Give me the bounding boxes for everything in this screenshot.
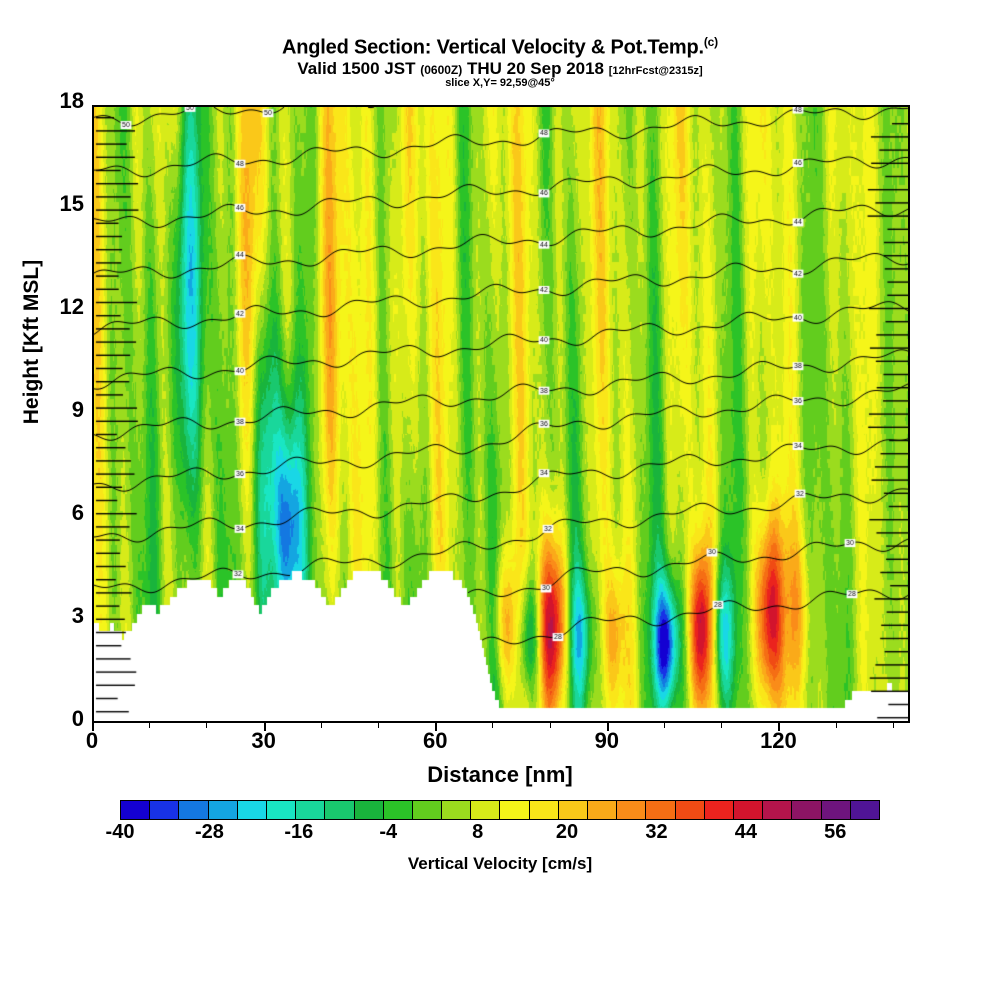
- colorbar-swatch: [412, 801, 443, 819]
- valid-zulu: (0600Z): [420, 63, 463, 77]
- x-tick-label: 0: [85, 728, 99, 753]
- x-axis-label: Distance [nm]: [427, 762, 573, 787]
- valid-date: THU 20 Sep 2018: [467, 59, 605, 78]
- colorbar-swatch: [792, 801, 822, 819]
- x-tick-minor: [320, 723, 322, 728]
- colorbar-swatch: [237, 801, 267, 819]
- x-tick-label: 30: [251, 728, 276, 753]
- colorbar-swatch: [588, 801, 618, 819]
- colorbar-swatch: [442, 801, 472, 819]
- colorbar-swatch: [179, 801, 209, 819]
- copyright-mark: (c): [703, 35, 718, 49]
- y-tick-label: 9: [71, 397, 84, 422]
- colorbar-swatch: [325, 801, 355, 819]
- colorbar-tick-label: 20: [555, 821, 579, 843]
- colorbar-tick-label: 44: [734, 821, 757, 843]
- slice-annotation: slice X,Y= 92,59@45°: [445, 77, 555, 89]
- colorbar-swatch: [471, 801, 501, 819]
- y-tick-label: 18: [59, 88, 84, 113]
- colorbar-group: -40 -28 -16 -4 8 20 32 44 56 Vertical Velocity […: [0, 800, 1000, 874]
- x-tick-minor: [835, 723, 837, 728]
- colorbar-swatch: [733, 801, 764, 819]
- colorbar-tick-label: -40: [105, 821, 135, 843]
- x-tick-minor: [664, 723, 666, 728]
- colorbar-swatch: [266, 801, 297, 819]
- y-axis: 0 3 6 9 12 15 18: [20, 0, 84, 1000]
- colorbar-swatch: [383, 801, 413, 819]
- colorbar-swatch: [354, 801, 384, 819]
- chart-title-text: Angled Section: Vertical Velocity & Pot.…: [282, 36, 704, 59]
- colorbar-tick-label: -4: [379, 821, 398, 843]
- colorbar: [120, 800, 880, 820]
- colorbar-swatch: [296, 801, 326, 819]
- y-tick-label: 12: [59, 294, 84, 319]
- plot-area: [92, 105, 910, 723]
- colorbar-swatch: [704, 801, 734, 819]
- x-tick-minor: [549, 723, 551, 728]
- valid-time: Valid 1500 JST: [297, 59, 416, 78]
- x-tick-minor: [378, 723, 379, 728]
- colorbar-swatch: [150, 801, 180, 819]
- colorbar-swatch: [850, 801, 879, 819]
- colorbar-caption: Vertical Velocity [cm/s]: [407, 854, 593, 873]
- vertical-velocity-field: [94, 107, 908, 721]
- x-tick-label: 120: [760, 728, 797, 753]
- y-axis-label: Height [Kft MSL]: [20, 259, 43, 425]
- x-tick-minor: [892, 723, 894, 728]
- colorbar-ticks: -40 -28 -16 -4 8 20 32 44 56: [106, 820, 880, 850]
- x-tick-mark: [435, 723, 438, 731]
- x-tick-label: 60: [422, 728, 448, 753]
- y-tick-label: 0: [71, 706, 84, 731]
- colorbar-swatch: [529, 801, 559, 819]
- colorbar-swatch: [763, 801, 793, 819]
- colorbar-swatch: [208, 801, 238, 819]
- x-tick-minor: [721, 723, 723, 728]
- colorbar-swatch: [675, 801, 705, 819]
- x-tick-minor: [149, 723, 151, 728]
- y-tick-label: 15: [59, 191, 84, 216]
- chart-title: Angled Section: Vertical Velocity & Pot.…: [0, 36, 1000, 58]
- colorbar-tick-label: 32: [645, 821, 668, 843]
- x-tick-minor: [492, 723, 494, 728]
- x-tick-mark: [606, 723, 609, 731]
- colorbar-swatch: [558, 801, 588, 819]
- colorbar-swatch: [500, 801, 530, 819]
- colorbar-tick-label: -28: [194, 821, 224, 843]
- x-tick-mark: [263, 723, 266, 731]
- y-tick-label: 3: [71, 603, 84, 628]
- colorbar-tick-label: -16: [284, 821, 314, 843]
- colorbar-swatch: [121, 801, 151, 819]
- x-tick-mark: [778, 723, 781, 731]
- colorbar-swatch: [821, 801, 851, 819]
- x-tick-mark: [92, 723, 94, 731]
- colorbar-swatch: [646, 801, 676, 819]
- y-tick-label: 6: [71, 500, 84, 525]
- x-tick-label: 90: [594, 728, 620, 753]
- forecast-tag: [12hrFcst@2315z]: [608, 65, 703, 77]
- x-tick-minor: [206, 723, 208, 728]
- colorbar-tick-label: 56: [824, 821, 847, 843]
- colorbar-tick-label: 8: [472, 821, 484, 843]
- chart-subtitle: Valid 1500 JST (0600Z) THU 20 Sep 2018 […: [0, 60, 1000, 77]
- colorbar-swatch: [617, 801, 647, 819]
